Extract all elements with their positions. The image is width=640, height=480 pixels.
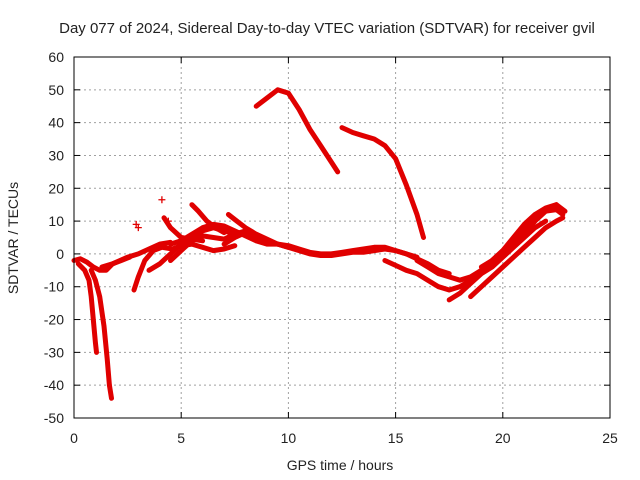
series-arc-m — [253, 87, 341, 175]
series-arc-g — [168, 228, 248, 263]
y-tick-label: 10 — [48, 213, 64, 229]
y-tick-label: -30 — [44, 344, 64, 360]
chart-title: Day 077 of 2024, Sidereal Day-to-day VTE… — [59, 20, 595, 37]
plus-marker — [158, 196, 166, 204]
series-arc-l — [225, 212, 291, 250]
series-arc-d — [99, 239, 173, 270]
y-tick-label: 40 — [48, 115, 64, 131]
y-tick-label: 50 — [48, 82, 64, 98]
x-tick-label: 20 — [495, 430, 511, 446]
isolated-points-layer — [132, 196, 172, 232]
x-tick-label: 15 — [388, 430, 404, 446]
y-tick-label: 0 — [56, 246, 64, 262]
plus-marker — [134, 224, 142, 232]
plot-frame — [73, 56, 611, 419]
series-arc-c — [88, 267, 114, 401]
tick-layer: 0 5 10 15 20 25 -50 -40 -30 -20 -10 0 10 20 30 40 50 60 — [44, 49, 618, 446]
y-tick-label: -10 — [44, 279, 64, 295]
series-layer — [71, 87, 568, 401]
series-arc-k — [189, 202, 227, 236]
y-tick-label: -40 — [44, 377, 64, 393]
plus-marker — [164, 217, 172, 225]
series-arc-r — [468, 215, 566, 300]
series-arc-q — [446, 218, 549, 303]
y-tick-label: -50 — [44, 410, 64, 426]
series-arc-s — [478, 202, 568, 270]
series-arc-b — [75, 261, 99, 355]
series-arc-n — [339, 125, 426, 240]
y-tick-label: -20 — [44, 312, 64, 328]
y-tick-label: 60 — [48, 49, 64, 65]
x-tick-label: 5 — [177, 430, 185, 446]
x-axis-label: GPS time / hours — [287, 457, 394, 473]
y-tick-label: 20 — [48, 180, 64, 196]
y-tick-label: 30 — [48, 147, 64, 163]
x-tick-label: 25 — [602, 430, 618, 446]
y-axis-label: SDTVAR / TECUs — [5, 182, 21, 294]
x-tick-label: 10 — [281, 430, 297, 446]
x-tick-label: 0 — [70, 430, 78, 446]
